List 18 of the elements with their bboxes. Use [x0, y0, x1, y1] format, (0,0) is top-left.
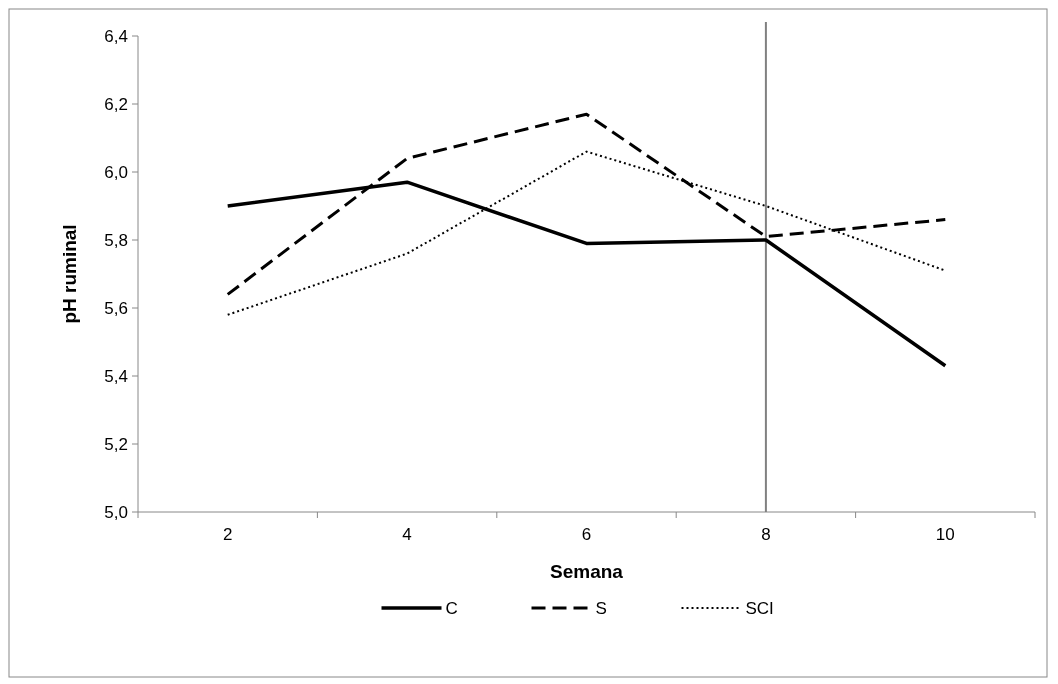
y-axis-title: pH ruminal	[59, 224, 80, 324]
y-tick-label: 5,6	[104, 298, 128, 318]
x-tick-label: 4	[402, 525, 412, 544]
legend-label: S	[595, 598, 607, 618]
x-tick-label: 8	[761, 525, 771, 544]
legend-label: C	[445, 598, 458, 618]
y-tick-label: 5,2	[104, 434, 128, 454]
y-tick-label: 6,4	[104, 26, 128, 46]
x-tick-label: 6	[581, 525, 592, 544]
y-tick-label: 6,2	[104, 94, 128, 114]
y-tick-label: 5,8	[104, 230, 128, 250]
y-tick-label: 6,0	[104, 162, 128, 182]
x-tick-label: 2	[222, 525, 233, 544]
y-tick-label: 5,0	[104, 502, 128, 522]
x-axis-title: Semana	[550, 561, 624, 582]
legend-label: SCI	[745, 598, 774, 618]
x-tick-label: 10	[935, 525, 955, 544]
y-tick-label: 5,4	[104, 366, 128, 386]
